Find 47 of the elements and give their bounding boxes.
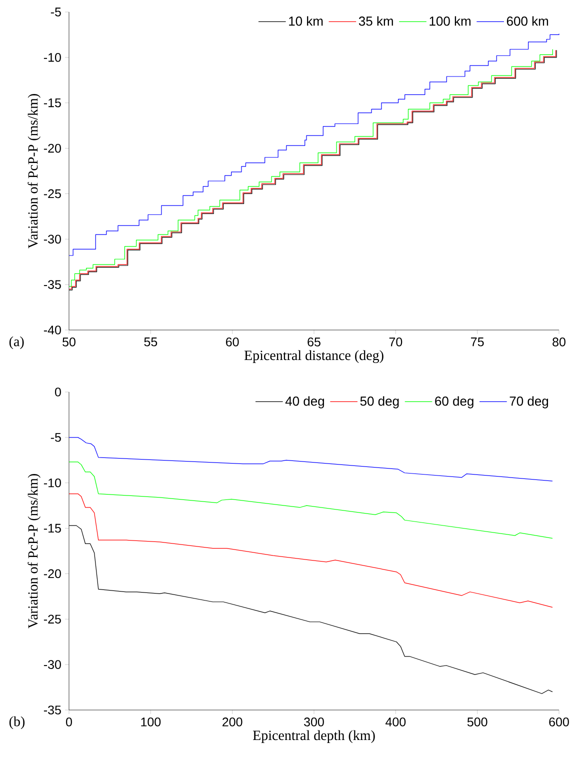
y-tick-label: -30 bbox=[44, 660, 61, 670]
y-tick-label: -15 bbox=[44, 98, 61, 108]
x-axis-title: Epicentral distance (deg) bbox=[244, 350, 384, 363]
text: (a) bbox=[9, 336, 24, 350]
y-tick-label: -10 bbox=[44, 53, 61, 62]
line-series bbox=[68, 493, 553, 608]
x-tick-label: 60 bbox=[226, 338, 239, 346]
y-tick-label: -20 bbox=[44, 569, 61, 578]
legend-label: 100 km bbox=[430, 16, 470, 26]
x-tick-label: 75 bbox=[471, 338, 484, 346]
x-tick-label: 300 bbox=[304, 718, 324, 726]
legend-label: 70 deg bbox=[510, 396, 548, 408]
x-tick-label: 600 bbox=[549, 718, 569, 726]
legend-label: 35 km bbox=[358, 16, 393, 26]
legend-label: 40 deg bbox=[285, 396, 324, 408]
y-tick-label: -30 bbox=[44, 234, 61, 244]
y-tick-label: 0 bbox=[55, 388, 61, 396]
text: (b) bbox=[9, 716, 25, 730]
y-tick-label: -25 bbox=[44, 189, 61, 198]
x-tick-label: 50 bbox=[62, 338, 76, 346]
line-series bbox=[68, 462, 553, 539]
line-series bbox=[68, 437, 553, 482]
y-axis-title: Variation of PcP-P (ms/km) bbox=[28, 474, 41, 628]
x-tick-label: 400 bbox=[386, 718, 406, 726]
y-tick-label: -35 bbox=[44, 280, 61, 290]
y-tick-label: -15 bbox=[44, 524, 61, 533]
y-tick-label: -5 bbox=[50, 8, 61, 16]
legend-label: 50 deg bbox=[360, 396, 399, 408]
x-tick-label: 80 bbox=[552, 338, 566, 346]
y-tick-label: -40 bbox=[44, 326, 61, 334]
y-tick-label: -10 bbox=[44, 478, 61, 488]
x-tick-label: 100 bbox=[141, 718, 161, 726]
x-tick-label: 55 bbox=[144, 338, 158, 346]
y-axis-title: Variation of PcP-P (ms/km) bbox=[28, 94, 41, 248]
x-tick-label: 500 bbox=[467, 718, 488, 726]
legend-label: 60 deg bbox=[435, 396, 474, 408]
legend-label: 600 km bbox=[506, 16, 548, 26]
y-tick-label: -25 bbox=[44, 614, 61, 624]
x-axis-title: Epicentral depth (km) bbox=[252, 730, 375, 743]
legend-label: 10 km bbox=[289, 16, 323, 26]
y-tick-label: -5 bbox=[50, 433, 61, 442]
x-tick-label: 0 bbox=[66, 718, 72, 726]
x-tick-label: 65 bbox=[308, 338, 320, 346]
x-tick-label: 70 bbox=[389, 338, 402, 346]
y-tick-label: -20 bbox=[44, 144, 61, 153]
x-tick-label: 200 bbox=[222, 718, 242, 726]
y-tick-label: -35 bbox=[44, 706, 61, 714]
